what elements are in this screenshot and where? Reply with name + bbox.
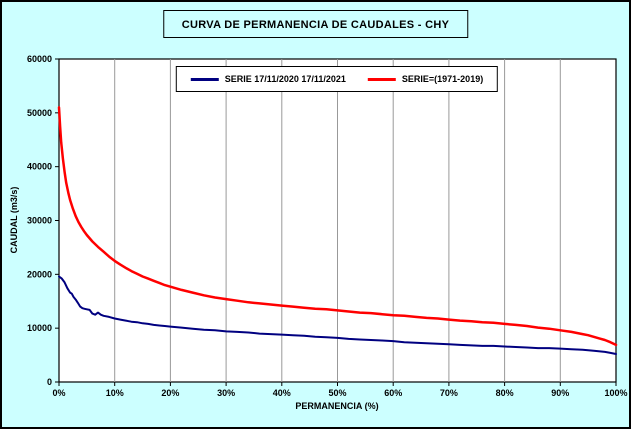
svg-text:40%: 40% — [273, 388, 291, 398]
legend-line-red-icon — [367, 77, 396, 81]
svg-text:80%: 80% — [496, 388, 514, 398]
legend-item-serie-2020-2021: SERIE 17/11/2020 17/11/2021 — [190, 74, 346, 84]
svg-text:20%: 20% — [161, 388, 179, 398]
legend-label-serie-1971-2019: SERIE=(1971-2019) — [401, 74, 484, 84]
svg-text:10%: 10% — [106, 388, 124, 398]
svg-text:10000: 10000 — [27, 323, 52, 333]
x-axis-title: PERMANENCIA (%) — [295, 401, 379, 411]
legend-line-blue-icon — [190, 77, 219, 81]
chart-title: CURVA DE PERMANENCIA DE CAUDALES - CHY — [181, 19, 450, 31]
svg-text:60%: 60% — [384, 388, 402, 398]
svg-text:30000: 30000 — [27, 216, 52, 226]
legend-item-serie-1971-2019: SERIE=(1971-2019) — [367, 74, 484, 84]
svg-text:50000: 50000 — [27, 108, 52, 118]
y-axis-title: CAUDAL (m3/s) — [9, 186, 19, 254]
svg-text:100%: 100% — [604, 388, 627, 398]
svg-text:70%: 70% — [440, 388, 458, 398]
svg-text:40000: 40000 — [27, 162, 52, 172]
svg-text:50%: 50% — [328, 388, 346, 398]
svg-text:90%: 90% — [551, 388, 569, 398]
chart-legend: SERIE 17/11/2020 17/11/2021 SERIE=(1971-… — [175, 66, 499, 92]
svg-text:0: 0 — [47, 377, 52, 387]
svg-text:20000: 20000 — [27, 269, 52, 279]
svg-text:30%: 30% — [217, 388, 235, 398]
legend-label-serie-2020-2021: SERIE 17/11/2020 17/11/2021 — [224, 74, 346, 84]
svg-text:0%: 0% — [52, 388, 65, 398]
svg-text:60000: 60000 — [27, 54, 52, 64]
chart-title-box: CURVA DE PERMANENCIA DE CAUDALES - CHY — [162, 10, 469, 38]
